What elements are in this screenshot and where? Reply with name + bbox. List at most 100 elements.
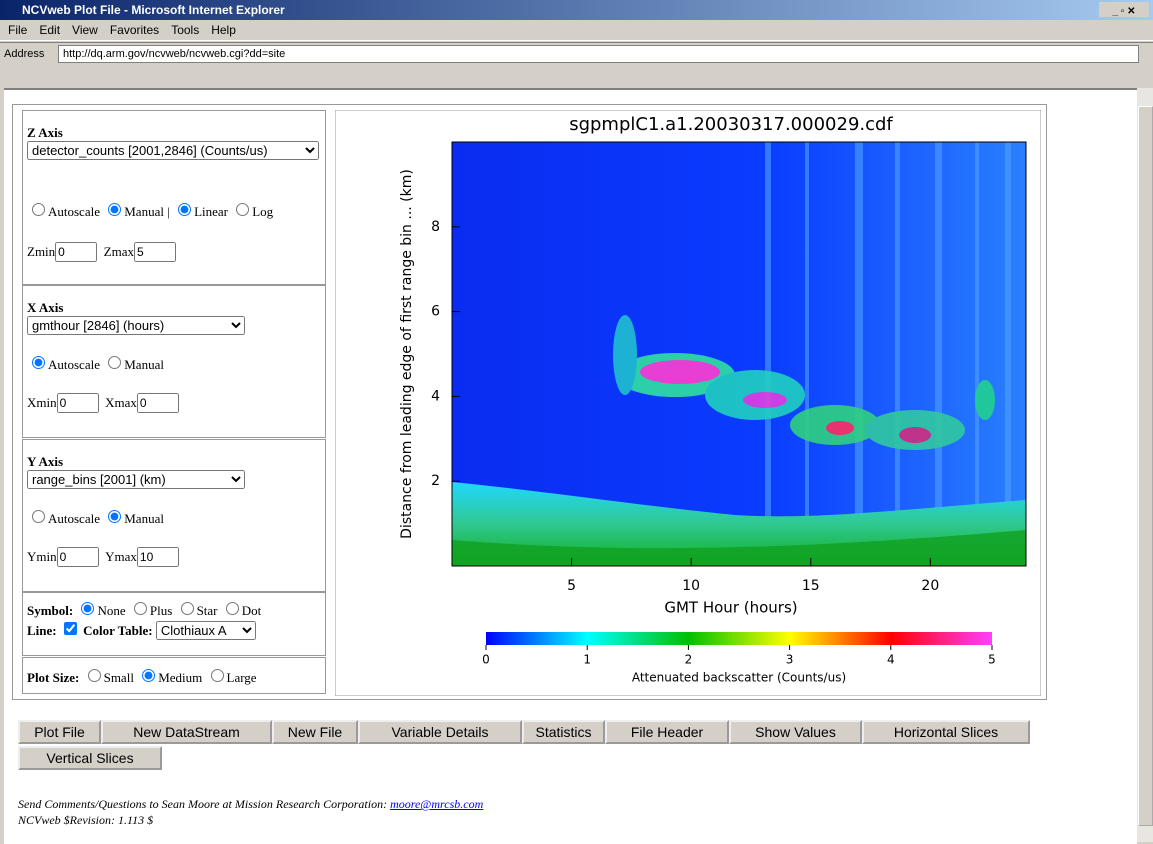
- window-controls[interactable]: _ ▫ ✕: [1099, 2, 1149, 17]
- select[interactable]: Clothiaux A: [156, 621, 256, 640]
- input[interactable]: [55, 242, 97, 262]
- radio[interactable]: [108, 510, 121, 523]
- radio[interactable]: [108, 203, 121, 216]
- radio[interactable]: [108, 356, 121, 369]
- page: NCVweb Plot File - Microsoft Internet Ex…: [0, 0, 1153, 842]
- button[interactable]: Plot File: [18, 720, 101, 744]
- y-tick-label: 2: [431, 473, 440, 489]
- menu-item[interactable]: Favorites: [110, 23, 159, 37]
- radio[interactable]: [226, 602, 239, 615]
- menu-item[interactable]: File: [8, 23, 27, 37]
- radio[interactable]: [181, 602, 194, 615]
- radio-label: Large: [227, 670, 257, 685]
- y-tick-label: 4: [431, 388, 440, 404]
- colorbar: [486, 632, 992, 645]
- plot: sgpmplC1.a1.20030317.000029.cdf GMT Hour…: [335, 110, 1041, 696]
- footer-text: Send Comments/Questions to Sean Moore at…: [18, 797, 387, 811]
- select[interactable]: detector_counts [2001,2846] (Counts/us): [27, 141, 319, 160]
- label: Zmax: [104, 244, 134, 259]
- label: Xmax: [105, 395, 137, 410]
- select[interactable]: range_bins [2001] (km): [27, 470, 245, 489]
- radio[interactable]: [142, 669, 155, 682]
- button[interactable]: Statistics: [522, 720, 605, 744]
- radio-label: Plus: [150, 603, 172, 618]
- radio-label: Star: [197, 603, 218, 618]
- radio[interactable]: [32, 203, 45, 216]
- menu-item[interactable]: View: [72, 23, 98, 37]
- radio[interactable]: [178, 203, 191, 216]
- z-axis-section: Z Axis detector_counts [2001,2846] (Coun…: [22, 110, 326, 285]
- button[interactable]: Horizontal Slices: [862, 720, 1030, 744]
- input[interactable]: [137, 393, 179, 413]
- menu-item[interactable]: Edit: [39, 23, 60, 37]
- radio-label: Autoscale: [48, 357, 100, 372]
- radio[interactable]: [81, 602, 94, 615]
- input[interactable]: [57, 393, 99, 413]
- y-axis-label: Distance from leading edge of first rang…: [399, 169, 415, 539]
- x-tick-label: 20: [921, 578, 939, 594]
- menu-item[interactable]: Help: [211, 23, 236, 37]
- email-link[interactable]: moore@mrcsb.com: [390, 797, 483, 811]
- x-tick-label: 10: [682, 578, 700, 594]
- x-axis-section: X Axis gmthour [2846] (hours) Autoscale …: [22, 285, 326, 438]
- menu-item[interactable]: Tools: [171, 23, 199, 37]
- label: Ymin: [27, 549, 57, 564]
- radio-label: None: [97, 603, 125, 618]
- label: Plot Size:: [27, 670, 79, 685]
- input[interactable]: [57, 547, 99, 567]
- heading: Y Axis: [27, 454, 63, 469]
- radio[interactable]: [134, 602, 147, 615]
- address-label: Address: [4, 48, 44, 60]
- content: Z Axis detector_counts [2001,2846] (Coun…: [4, 88, 1137, 844]
- colorbar-tick-label: 4: [887, 653, 895, 667]
- label: Symbol:: [27, 603, 73, 618]
- heatmap: [452, 142, 1026, 566]
- radio-label: Small: [104, 670, 134, 685]
- y-tick-label: 6: [431, 304, 440, 320]
- colorbar-tick-label: 5: [988, 653, 996, 667]
- radio[interactable]: [211, 669, 224, 682]
- select[interactable]: gmthour [2846] (hours): [27, 316, 245, 335]
- button[interactable]: New File: [272, 720, 358, 744]
- checkbox[interactable]: [64, 622, 77, 635]
- button[interactable]: Variable Details: [358, 720, 522, 744]
- radio-label: Manual: [124, 511, 164, 526]
- x-axis-label: GMT Hour (hours): [664, 599, 797, 617]
- label: Line:: [27, 623, 57, 638]
- revision: NCVweb $Revision: 1.113 $: [18, 813, 153, 827]
- label: Ymax: [105, 549, 137, 564]
- radio[interactable]: [88, 669, 101, 682]
- colorbar-label: Attenuated backscatter (Counts/us): [632, 671, 846, 685]
- radio-label: Autoscale: [48, 511, 100, 526]
- radio[interactable]: [236, 203, 249, 216]
- radio-label: Medium: [158, 670, 202, 685]
- url-field[interactable]: http://dq.arm.gov/ncvweb/ncvweb.cgi?dd=s…: [58, 45, 1139, 63]
- radio[interactable]: [32, 356, 45, 369]
- window-title: NCVweb Plot File - Microsoft Internet Ex…: [22, 3, 285, 17]
- label: Xmin: [27, 395, 57, 410]
- colorbar-tick-label: 2: [685, 653, 693, 667]
- url: http://dq.arm.gov/ncvweb/ncvweb.cgi?dd=s…: [63, 48, 285, 60]
- y-axis-section: Y Axis range_bins [2001] (km) Autoscale …: [22, 439, 326, 592]
- chart-title: sgpmplC1.a1.20030317.000029.cdf: [569, 114, 893, 135]
- button[interactable]: New DataStream: [101, 720, 272, 744]
- radio-label: Manual |: [124, 204, 170, 219]
- radio[interactable]: [32, 510, 45, 523]
- input[interactable]: [137, 547, 179, 567]
- plot-size-section: Plot Size: Small Medium Large: [22, 657, 326, 694]
- symbol-section: Symbol: None Plus Star Dot Line: Color T…: [22, 592, 326, 656]
- input[interactable]: [134, 242, 176, 262]
- scrollbar[interactable]: [1137, 88, 1153, 842]
- button[interactable]: Vertical Slices: [18, 746, 162, 770]
- scroll-thumb[interactable]: [1138, 106, 1153, 826]
- radio-label: Log: [252, 204, 273, 219]
- x-tick-label: 15: [802, 578, 820, 594]
- button[interactable]: Show Values: [729, 720, 862, 744]
- button[interactable]: File Header: [605, 720, 729, 744]
- radio-label: Linear: [194, 204, 228, 219]
- heading: X Axis: [27, 300, 63, 315]
- colorbar-tick-label: 1: [583, 653, 591, 667]
- radio-label: Autoscale: [48, 204, 100, 219]
- footer: Send Comments/Questions to Sean Moore at…: [18, 796, 483, 828]
- colorbar-tick-label: 3: [786, 653, 794, 667]
